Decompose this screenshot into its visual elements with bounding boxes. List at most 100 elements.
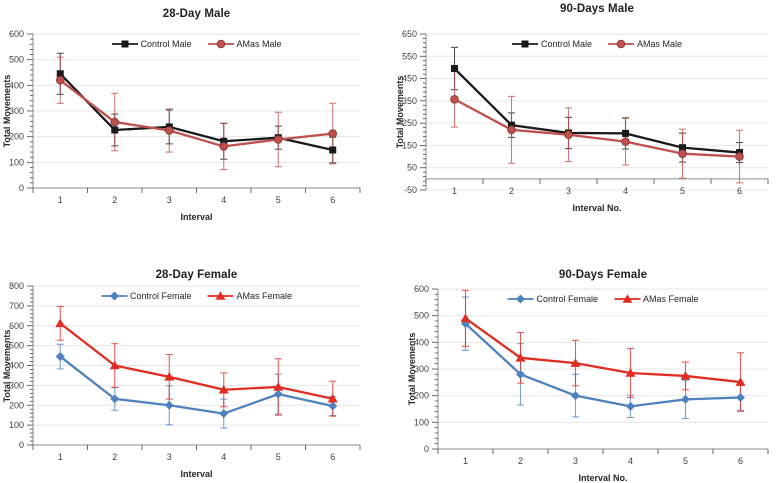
series-amas-female xyxy=(460,313,746,386)
legend-item: AMas Female xyxy=(207,291,292,301)
data-point-square xyxy=(622,129,629,137)
svg-text:500: 500 xyxy=(9,55,24,65)
svg-text:300: 300 xyxy=(414,364,429,374)
svg-text:3: 3 xyxy=(167,452,172,462)
x-tick-labels: 1 2 3 4 5 6 xyxy=(463,456,743,466)
series-line xyxy=(453,67,740,154)
legend-label: Control Male xyxy=(140,39,192,49)
data-point-diamond xyxy=(219,409,229,419)
svg-text:5: 5 xyxy=(276,452,281,462)
svg-text:550: 550 xyxy=(402,51,417,61)
svg-text:0: 0 xyxy=(424,444,429,454)
data-point-diamond xyxy=(273,389,283,399)
series-line xyxy=(59,72,334,152)
data-point-triangle xyxy=(570,358,581,367)
data-point-circle xyxy=(564,130,573,140)
legend-marker-icon xyxy=(511,40,538,48)
legend-label: AMas Male xyxy=(637,39,683,49)
svg-text:500: 500 xyxy=(414,311,429,321)
legend-marker-icon xyxy=(614,294,640,303)
svg-text:150: 150 xyxy=(402,140,417,150)
series-amas-male xyxy=(450,94,744,161)
data-point-square xyxy=(329,146,337,154)
svg-text:100: 100 xyxy=(414,417,429,427)
svg-text:600: 600 xyxy=(9,321,24,331)
error-bars xyxy=(462,289,744,412)
data-point-diamond xyxy=(55,352,65,362)
data-point-triangle xyxy=(622,294,632,303)
svg-text:50: 50 xyxy=(407,163,417,173)
data-point-circle xyxy=(219,142,229,151)
svg-text:600: 600 xyxy=(414,284,429,294)
data-point-diamond xyxy=(328,401,338,411)
svg-text:100: 100 xyxy=(9,157,24,167)
svg-text:2: 2 xyxy=(509,186,514,196)
legend-label: Control Female xyxy=(536,294,598,304)
data-point-circle xyxy=(678,149,687,158)
plot-area: 0 100 200 300 400 500 600 1 2 3 4 5 6 xyxy=(414,284,769,466)
legend-marker-icon xyxy=(507,294,534,304)
gridlines xyxy=(33,33,360,189)
data-point-triangle xyxy=(735,377,746,386)
data-point-triangle xyxy=(273,382,284,391)
svg-text:5: 5 xyxy=(683,456,688,466)
x-axis-title: Interval xyxy=(180,469,213,479)
svg-text:2: 2 xyxy=(518,456,523,466)
legend-label: Control Male xyxy=(540,39,593,49)
series-control-female xyxy=(55,352,338,419)
legend-item: AMas Female xyxy=(614,294,699,304)
x-axis-title: Interval No. xyxy=(572,202,622,213)
series-line xyxy=(464,322,741,408)
svg-text:350: 350 xyxy=(402,96,417,106)
data-point-square xyxy=(679,144,686,152)
data-point-triangle xyxy=(460,313,471,323)
chart-title: 28-Day Female xyxy=(155,269,238,281)
series-amas-male xyxy=(55,75,338,151)
svg-text:-50: -50 xyxy=(404,185,417,195)
svg-text:800: 800 xyxy=(9,281,24,291)
svg-text:200: 200 xyxy=(9,132,24,142)
chart-title: 90-Days Male xyxy=(559,3,635,15)
series-amas-female xyxy=(55,318,338,403)
data-point-circle xyxy=(616,39,626,49)
series-control-male xyxy=(56,70,337,154)
svg-text:5: 5 xyxy=(276,195,281,205)
svg-text:6: 6 xyxy=(330,452,335,462)
gridlines xyxy=(33,285,360,446)
legend-label: Control Female xyxy=(129,291,192,301)
legend-item: Control Female xyxy=(507,294,598,304)
series-line xyxy=(59,322,333,400)
chart-title: 28-Day Male xyxy=(162,8,231,20)
series-line xyxy=(464,317,741,384)
data-point-diamond xyxy=(571,391,580,401)
svg-text:300: 300 xyxy=(9,380,24,390)
x-tick-labels: 1 2 3 4 5 6 xyxy=(58,452,336,462)
svg-text:4: 4 xyxy=(221,195,226,205)
axes xyxy=(27,285,361,450)
svg-text:5: 5 xyxy=(680,186,685,196)
data-point-square xyxy=(120,40,128,48)
legend-item: AMas Male xyxy=(608,39,682,49)
svg-text:1: 1 xyxy=(452,186,457,196)
data-point-triangle xyxy=(215,291,226,300)
data-point-diamond xyxy=(110,394,120,404)
legend: Control Female AMas Female xyxy=(100,291,292,301)
y-tick-labels: 0 100 200 300 400 500 600 700 800 xyxy=(9,281,24,450)
svg-text:700: 700 xyxy=(9,301,24,311)
legend-marker-icon xyxy=(111,40,138,48)
data-point-circle xyxy=(164,126,174,135)
x-tick-labels: 1 2 3 4 5 6 xyxy=(452,186,742,196)
data-point-diamond xyxy=(516,369,525,379)
svg-text:500: 500 xyxy=(9,341,24,351)
legend-marker-icon xyxy=(100,291,127,301)
svg-text:3: 3 xyxy=(167,195,172,205)
legend-item: Control Male xyxy=(111,39,192,49)
error-bars xyxy=(56,52,337,164)
data-point-square xyxy=(451,65,458,73)
x-axis-title: Interval No. xyxy=(578,473,628,483)
svg-text:3: 3 xyxy=(566,186,571,196)
svg-text:0: 0 xyxy=(19,440,24,450)
svg-text:4: 4 xyxy=(628,456,633,466)
svg-text:1: 1 xyxy=(58,452,63,462)
svg-text:1: 1 xyxy=(463,456,468,466)
